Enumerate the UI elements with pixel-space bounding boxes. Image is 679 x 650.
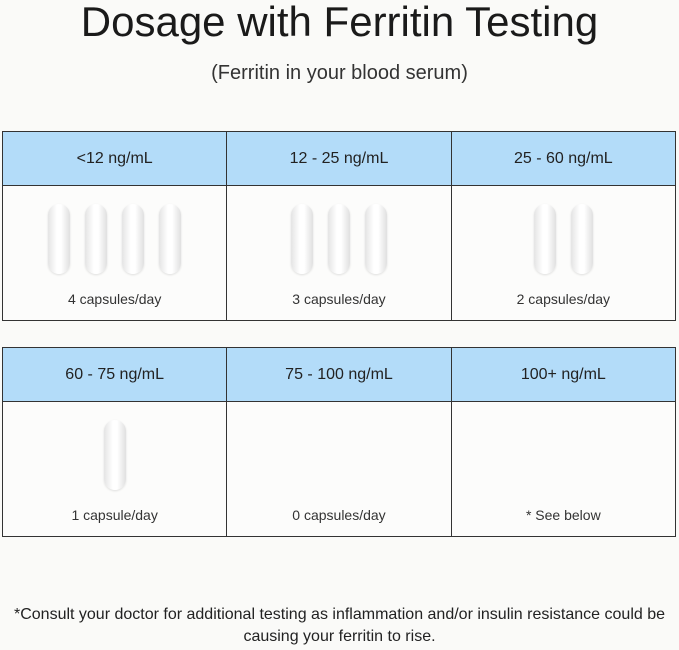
dosage-row: 4 capsules/day 3 capsules/day 2 capsules/d… <box>1 185 677 321</box>
capsule-icon <box>364 204 387 274</box>
dosage-cell: 4 capsules/day <box>1 185 228 321</box>
dosage-table-2: 60 - 75 ng/mL 75 - 100 ng/mL 100+ ng/mL 1 c… <box>1 347 677 537</box>
dosage-label: 0 capsules/day <box>292 507 386 523</box>
range-header: 75 - 100 ng/mL <box>226 347 452 402</box>
dosage-row: 1 capsule/day 0 capsules/day * See below <box>1 401 677 537</box>
dosage-label: * See below <box>525 507 601 523</box>
dosage-label: 2 capsules/day <box>516 291 611 307</box>
capsule-icon <box>570 204 593 274</box>
capsule-group <box>452 204 675 274</box>
capsule-icon <box>48 204 71 274</box>
capsule-group <box>227 204 450 274</box>
capsule-icon <box>103 420 126 490</box>
capsule-icon <box>327 204 350 274</box>
capsule-icon <box>85 204 108 274</box>
dosage-cell: * See below <box>450 401 677 537</box>
capsule-group <box>3 204 226 274</box>
range-header: 12 - 25 ng/mL <box>226 131 452 186</box>
range-header-row: 60 - 75 ng/mL 75 - 100 ng/mL 100+ ng/mL <box>1 347 677 402</box>
footnote: *Consult your doctor for additional test… <box>13 606 666 645</box>
capsule-icon <box>290 204 313 274</box>
range-header: 25 - 60 ng/mL <box>450 131 677 186</box>
dosage-cell: 0 capsules/day <box>226 401 452 537</box>
dosage-label: 1 capsule/day <box>71 507 158 523</box>
range-header: 60 - 75 ng/mL <box>1 347 228 402</box>
dosage-label: 4 capsules/day <box>67 291 162 307</box>
capsule-icon <box>533 204 556 274</box>
dosage-cell: 1 capsule/day <box>1 401 228 537</box>
dosage-label: 3 capsules/day <box>292 291 386 307</box>
dosage-cell: 3 capsules/day <box>226 185 452 321</box>
dosage-cell: 2 capsules/day <box>450 185 677 321</box>
range-header: <12 ng/mL <box>1 131 228 186</box>
capsule-icon <box>122 204 145 274</box>
page-subtitle: (Ferritin in your blood serum) <box>211 62 468 84</box>
capsule-group <box>3 420 226 490</box>
page-title: Dosage with Ferritin Testing <box>80 0 599 45</box>
range-header: 100+ ng/mL <box>450 347 677 402</box>
dosage-table-1: <12 ng/mL 12 - 25 ng/mL 25 - 60 ng/mL 4 cap… <box>1 131 677 321</box>
capsule-icon <box>159 204 182 274</box>
range-header-row: <12 ng/mL 12 - 25 ng/mL 25 - 60 ng/mL <box>1 131 677 186</box>
